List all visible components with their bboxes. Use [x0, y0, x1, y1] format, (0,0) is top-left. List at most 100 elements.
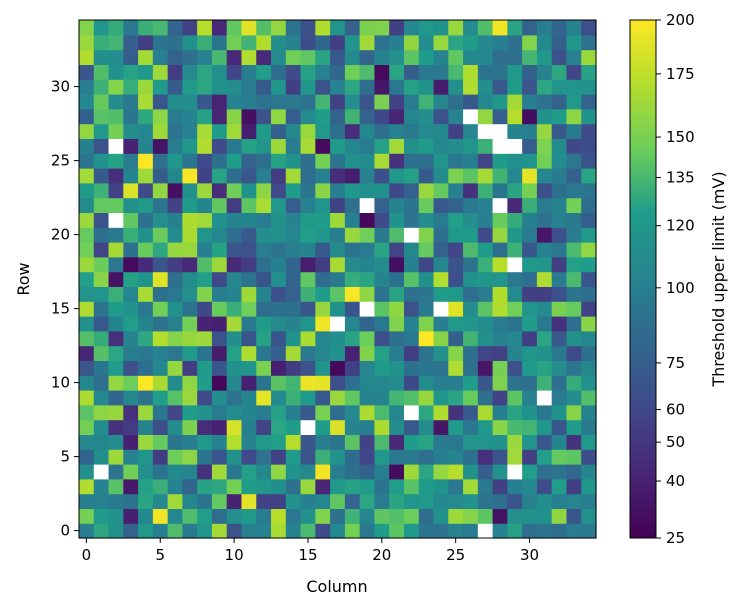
- heatmap-cell: [463, 345, 479, 361]
- heatmap-cell: [197, 256, 213, 273]
- heatmap-cell: [536, 49, 553, 65]
- colorbar-tick-label: 135: [666, 168, 695, 186]
- heatmap-cell: [330, 449, 346, 465]
- heatmap-cell: [226, 123, 243, 139]
- heatmap-cell: [241, 256, 257, 273]
- heatmap-cell: [152, 197, 169, 213]
- heatmap-cell: [138, 94, 154, 110]
- heatmap-cell: [182, 242, 198, 258]
- heatmap-cell: [211, 197, 228, 213]
- heatmap-cell: [522, 330, 538, 347]
- heatmap-cell: [79, 404, 95, 421]
- heatmap-cell: [138, 153, 154, 169]
- heatmap-cell: [463, 64, 479, 80]
- heatmap-cell: [507, 256, 523, 273]
- heatmap-cell: [108, 375, 124, 391]
- heatmap-cell: [197, 404, 213, 421]
- heatmap-cell: [211, 464, 228, 480]
- heatmap-cell: [403, 212, 420, 228]
- heatmap-cell: [389, 478, 405, 495]
- heatmap-cell: [152, 182, 169, 199]
- heatmap-cell: [418, 464, 435, 480]
- heatmap-cell: [226, 138, 243, 154]
- heatmap-cell: [123, 242, 139, 258]
- heatmap-cell: [551, 64, 568, 80]
- heatmap-cell: [93, 360, 110, 376]
- heatmap-cell: [507, 197, 523, 213]
- heatmap-cell: [315, 478, 331, 495]
- heatmap-cell: [566, 375, 582, 391]
- heatmap-cell: [152, 345, 169, 361]
- heatmap-cell: [448, 449, 464, 465]
- heatmap-cell: [344, 316, 361, 332]
- heatmap-cell: [433, 390, 449, 406]
- heatmap-cell: [344, 168, 361, 184]
- heatmap-cell: [79, 227, 95, 243]
- heatmap-cell: [271, 34, 287, 51]
- heatmap-cell: [79, 271, 95, 287]
- heatmap-cell: [241, 523, 257, 539]
- heatmap-cell: [566, 316, 582, 332]
- heatmap-cell: [374, 508, 390, 524]
- heatmap-cell: [492, 64, 508, 80]
- heatmap-cell: [271, 94, 287, 110]
- heatmap-cell: [315, 301, 331, 317]
- heatmap-cell: [211, 79, 228, 95]
- heatmap-cell: [108, 49, 124, 65]
- heatmap-cell: [315, 404, 331, 421]
- heatmap-cell: [197, 508, 213, 524]
- heatmap-cell: [359, 434, 376, 450]
- heatmap-cell: [271, 390, 287, 406]
- heatmap-cell: [433, 138, 449, 154]
- heatmap-cell: [522, 138, 538, 154]
- heatmap-cell: [522, 256, 538, 273]
- heatmap-cell: [93, 212, 110, 228]
- heatmap-cell: [285, 360, 302, 376]
- heatmap-cell: [448, 168, 464, 184]
- heatmap-cell: [79, 20, 95, 36]
- heatmap-cell: [389, 94, 405, 110]
- heatmap-cell: [300, 493, 316, 509]
- heatmap-cell: [330, 138, 346, 154]
- heatmap-cell: [433, 330, 449, 347]
- heatmap-cell: [492, 508, 508, 524]
- heatmap-cell: [507, 123, 523, 139]
- heatmap-cell: [315, 138, 331, 154]
- heatmap-cell: [581, 449, 597, 465]
- heatmap-cell: [374, 34, 390, 51]
- heatmap-cell: [581, 360, 597, 376]
- heatmap-cell: [93, 138, 110, 154]
- heatmap-cell: [448, 123, 464, 139]
- heatmap-cell: [536, 493, 553, 509]
- heatmap-cell: [522, 34, 538, 51]
- heatmap-cell: [581, 493, 597, 509]
- heatmap-cell: [315, 464, 331, 480]
- heatmap-cell: [463, 49, 479, 65]
- heatmap-cell: [123, 79, 139, 95]
- heatmap-cell: [138, 345, 154, 361]
- heatmap-cell: [271, 168, 287, 184]
- heatmap-cell: [536, 316, 553, 332]
- heatmap-cell: [152, 478, 169, 495]
- heatmap-cell: [433, 464, 449, 480]
- heatmap-cell: [241, 138, 257, 154]
- heatmap-cell: [536, 197, 553, 213]
- heatmap-cell: [344, 108, 361, 125]
- heatmap-cell: [522, 523, 538, 539]
- heatmap-cell: [389, 212, 405, 228]
- heatmap-cell: [138, 123, 154, 139]
- heatmap-cell: [551, 49, 568, 65]
- heatmap-cell: [79, 493, 95, 509]
- heatmap-cell: [463, 316, 479, 332]
- heatmap-cell: [93, 20, 110, 36]
- heatmap-cell: [389, 508, 405, 524]
- colorbar-tick-label: 50: [666, 433, 685, 451]
- heatmap-cell: [197, 464, 213, 480]
- heatmap-cell: [389, 168, 405, 184]
- heatmap-cell: [344, 464, 361, 480]
- heatmap-cell: [108, 79, 124, 95]
- heatmap-cell: [211, 286, 228, 302]
- heatmap-cell: [285, 434, 302, 450]
- heatmap-cell: [522, 108, 538, 125]
- heatmap-cell: [182, 508, 198, 524]
